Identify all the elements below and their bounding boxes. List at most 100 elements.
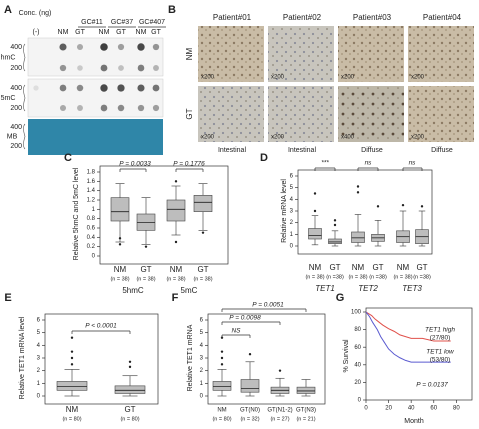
legend-entry: TET1 high [425,327,455,334]
outlier [201,231,205,234]
conc-label: 200 [10,105,22,112]
y-tick-label: 1.8 [87,170,96,176]
dot [77,105,83,111]
lane-label: GT [151,29,161,36]
x-axis-label: Month [404,418,424,425]
outlier [333,219,337,222]
plot-frame [99,165,229,265]
x-tick-label: GT(N1-2) [267,408,292,414]
dot [33,85,39,91]
type-label: Intestinal [288,147,316,154]
box [296,386,316,394]
survival-curve [365,311,451,363]
y-tick-label: 3 [37,356,41,362]
y-tick-label: 3 [290,209,294,215]
n-label: (n =38) [413,274,431,280]
group-label: 5hmC [122,286,144,295]
box [193,195,213,212]
y-axis-label: Relative TET1 mRNA [187,324,194,391]
x-tick-label: NM [309,263,322,272]
micrograph [268,26,334,82]
legend-count: (27/80) [430,335,451,342]
x-tick-label: GT [372,263,383,272]
micrograph [198,26,264,82]
lane-label: NM [58,29,69,36]
y-tick-label: 0 [92,254,96,260]
panel-label: D [260,152,268,164]
x-tick-label: NM [170,265,183,274]
panel-label: F [172,292,179,304]
annotation: ns [409,160,417,167]
magnification: x400 [341,135,355,141]
y-tick-label: 80 [354,327,361,333]
dot [59,64,67,72]
n-label: (n = 38) [166,276,185,282]
brace [23,123,26,150]
dot [118,65,124,71]
dot [152,104,160,112]
dot [152,84,160,92]
x-tick-label: 60 [430,406,437,412]
n-label: (n = 38) [305,274,324,280]
box [328,238,342,244]
group-label: GC#11 [81,19,103,26]
type-label: Diffuse [361,147,383,154]
y-tick-label: 4 [290,197,294,203]
outlier [313,209,317,213]
n-label: (n = 38) [393,274,412,280]
outlier [356,185,360,188]
dot [117,43,125,51]
magnification: x200 [201,135,215,141]
y-tick-label: 5 [290,185,294,191]
y-tick-label: 5 [37,330,41,336]
dot [100,104,108,112]
n-label: (n = 38) [193,276,212,282]
y-tick-label: 0.4 [87,235,96,241]
x-tick-label: GT [416,263,427,272]
y-tick-label: 1 [290,232,294,238]
dot [152,43,160,51]
group-label: TET3 [402,284,422,293]
y-tick-label: 40 [354,362,361,368]
n-label: (n =38) [369,274,387,280]
micrograph [408,86,474,142]
conc-label: 400 [10,124,22,131]
n-label: (n = 38) [110,276,129,282]
dot [77,65,83,71]
outlier [118,243,122,246]
outlier [278,369,282,372]
magnification: x200 [411,135,425,141]
plot-frame [365,307,473,401]
group-label: 5mC [181,286,198,295]
dot [100,64,108,72]
box [212,381,232,391]
dot [137,104,145,112]
x-tick-label: NM [397,263,410,272]
magnification: x200 [341,75,355,81]
type-label: Diffuse [431,147,453,154]
dot [76,84,84,92]
y-tick-label: 0.8 [87,216,96,222]
brace [23,84,26,112]
y-tick-label: 2 [290,220,294,226]
annotation: NS [231,328,241,335]
x-tick-label: GT [197,265,208,274]
panel-label: A [4,4,12,16]
row-label: NM [185,47,194,60]
magnification: x200 [201,75,215,81]
outlier [333,223,337,227]
n-label: (n = 21) [296,416,315,422]
patient-label: Patient#03 [353,13,392,22]
x-tick-label: NM [114,265,127,274]
box [56,381,88,391]
dot [153,65,159,71]
n-label: (n = 80) [212,416,231,422]
lane-label: GT [75,29,85,36]
micrograph [268,86,334,142]
outlier [376,205,380,208]
panel-label: E [4,292,11,304]
y-tick-label: 6 [37,318,41,324]
magnification: x200 [271,135,285,141]
y-tick-label: 1 [92,207,96,213]
y-tick-label: 0.2 [87,244,96,250]
